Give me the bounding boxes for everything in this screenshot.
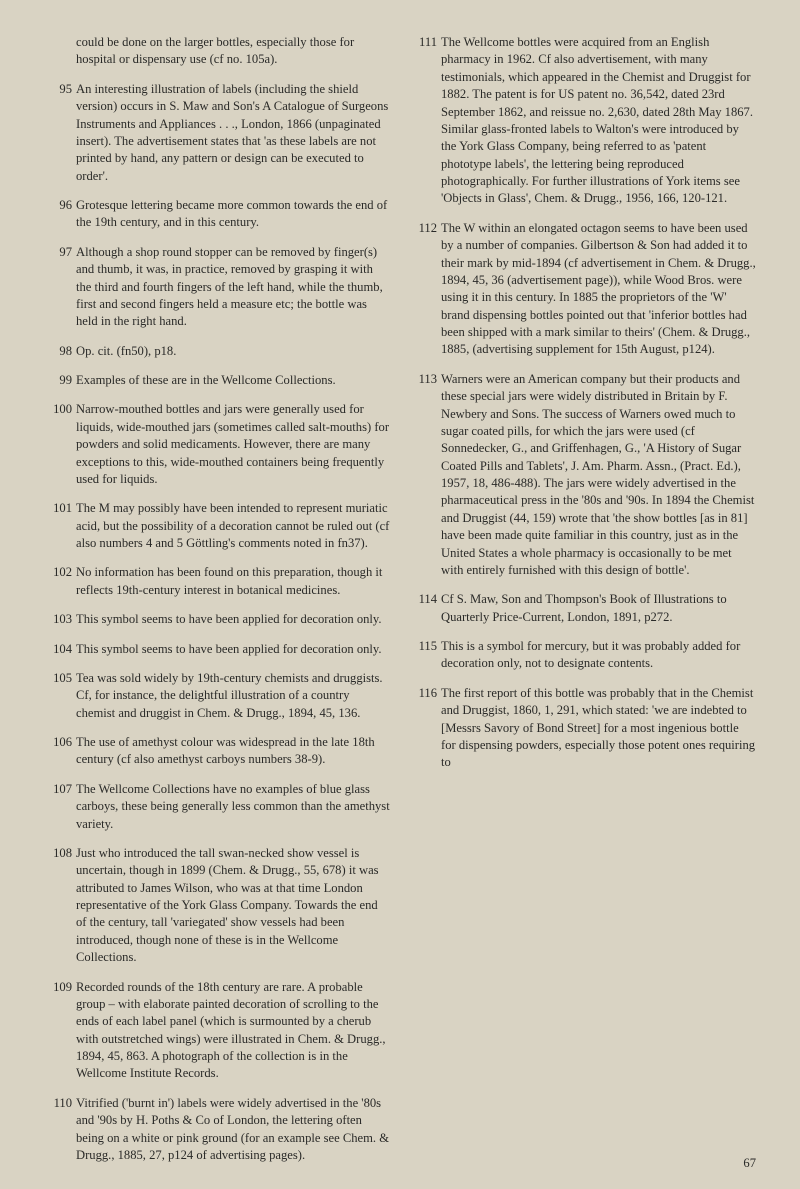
footnote-number: 102 [50, 564, 72, 581]
footnote-number: 103 [50, 611, 72, 628]
footnote-number: 101 [50, 500, 72, 517]
footnote-text: This is a symbol for mercury, but it was… [441, 639, 740, 670]
footnote-number: 100 [50, 401, 72, 418]
footnote-number: 114 [415, 591, 437, 608]
footnote-number: 111 [415, 34, 437, 51]
footnote-text: The use of amethyst colour was widesprea… [76, 735, 375, 766]
footnote-entry: 110Vitrified ('burnt in') labels were wi… [50, 1095, 391, 1165]
footnote-entry: 107The Wellcome Collections have no exam… [50, 781, 391, 833]
page: could be done on the larger bottles, esp… [0, 0, 800, 1189]
footnote-entry: 100Narrow-mouthed bottles and jars were … [50, 401, 391, 488]
footnote-text: The M may possibly have been intended to… [76, 501, 389, 550]
footnote-text: Recorded rounds of the 18th century are … [76, 980, 386, 1081]
footnote-entry: 104 This symbol seems to have been applie… [50, 641, 391, 658]
footnote-entry: 96Grotesque lettering became more common… [50, 197, 391, 232]
footnote-number: 110 [50, 1095, 72, 1112]
footnote-entry: 115This is a symbol for mercury, but it … [415, 638, 756, 673]
footnote-number: 104 [50, 641, 72, 658]
footnote-text: This symbol seems to have been applied f… [76, 612, 382, 626]
footnote-text: Just who introduced the tall swan-necked… [76, 846, 379, 964]
footnote-entry: 116The first report of this bottle was p… [415, 685, 756, 772]
footnote-text: The Wellcome bottles were acquired from … [441, 35, 753, 205]
footnote-number: 98 [50, 343, 72, 360]
footnote-number: 108 [50, 845, 72, 862]
footnote-entry: 108Just who introduced the tall swan-nec… [50, 845, 391, 967]
footnote-entry: could be done on the larger bottles, esp… [50, 34, 391, 69]
footnote-number: 97 [50, 244, 72, 261]
footnote-text: No information has been found on this pr… [76, 565, 382, 596]
footnote-text: Tea was sold widely by 19th-century chem… [76, 671, 383, 720]
footnote-number: 109 [50, 979, 72, 996]
footnote-entry: 106The use of amethyst colour was widesp… [50, 734, 391, 769]
footnote-entry: 109Recorded rounds of the 18th century a… [50, 979, 391, 1083]
footnote-entry: 98 Op. cit. (fn50), p18. [50, 343, 391, 360]
footnote-number: 105 [50, 670, 72, 687]
footnote-text: Grotesque lettering became more common t… [76, 198, 387, 229]
footnote-text: could be done on the larger bottles, esp… [76, 35, 354, 66]
footnote-entry: 114Cf S. Maw, Son and Thompson's Book of… [415, 591, 756, 626]
footnote-number: 106 [50, 734, 72, 751]
footnote-entry: 95An interesting illustration of labels … [50, 81, 391, 185]
footnote-text: Warners were an American company but the… [441, 372, 754, 577]
footnote-entry: 112The W within an elongated octagon see… [415, 220, 756, 359]
footnote-entry: 105Tea was sold widely by 19th-century c… [50, 670, 391, 722]
footnote-text: Cf S. Maw, Son and Thompson's Book of Il… [441, 592, 727, 623]
footnote-number: 99 [50, 372, 72, 389]
footnote-text: Examples of these are in the Wellcome Co… [76, 373, 336, 387]
footnote-entry: 102No information has been found on this… [50, 564, 391, 599]
footnote-number: 96 [50, 197, 72, 214]
footnote-entry: 103 This symbol seems to have been applie… [50, 611, 391, 628]
footnote-number: 115 [415, 638, 437, 655]
footnote-text: Although a shop round stopper can be rem… [76, 245, 383, 329]
footnote-number: 113 [415, 371, 437, 388]
footnote-entry: 113Warners were an American company but … [415, 371, 756, 580]
page-number: 67 [743, 1156, 756, 1171]
footnote-number: 112 [415, 220, 437, 237]
footnote-text: The Wellcome Collections have no example… [76, 782, 390, 831]
footnote-entry: 97Although a shop round stopper can be r… [50, 244, 391, 331]
footnote-text: Op. cit. (fn50), p18. [76, 344, 176, 358]
footnote-text: Vitrified ('burnt in') labels were widel… [76, 1096, 389, 1162]
footnote-entry: 101The M may possibly have been intended… [50, 500, 391, 552]
footnote-number: 95 [50, 81, 72, 98]
footnote-entry: 111The Wellcome bottles were acquired fr… [415, 34, 756, 208]
footnote-number: 116 [415, 685, 437, 702]
footnote-text: The first report of this bottle was prob… [441, 686, 755, 770]
footnote-text: The W within an elongated octagon seems … [441, 221, 756, 357]
footnote-number: 107 [50, 781, 72, 798]
footnote-text: Narrow-mouthed bottles and jars were gen… [76, 402, 389, 486]
footnote-entry: 99 Examples of these are in the Wellcome … [50, 372, 391, 389]
footnote-text: An interesting illustration of labels (i… [76, 82, 388, 183]
footnote-text: This symbol seems to have been applied f… [76, 642, 382, 656]
